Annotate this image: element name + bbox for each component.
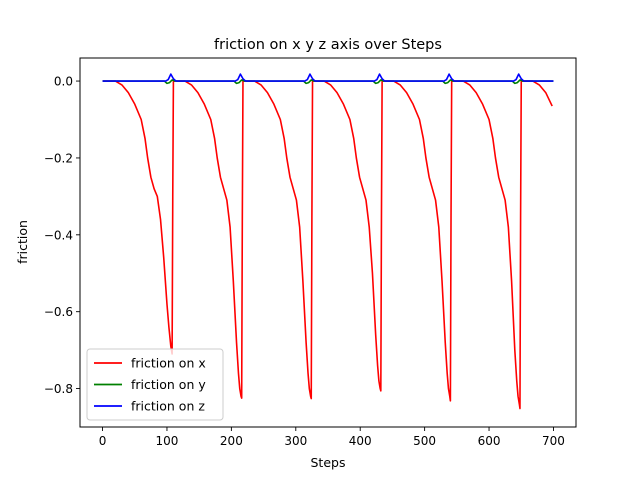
legend-label: friction on y <box>131 377 206 392</box>
series-line-3 <box>102 73 554 82</box>
x-tick-label: 400 <box>349 434 372 448</box>
series-layer <box>102 73 554 410</box>
series-line-1 <box>102 80 553 410</box>
x-tick-label: 700 <box>542 434 565 448</box>
x-axis-label: Steps <box>311 455 346 470</box>
chart-title: friction on x y z axis over Steps <box>214 37 442 53</box>
x-tick-label: 200 <box>220 434 243 448</box>
x-tick-label: 0 <box>99 434 107 448</box>
y-tick-label: −0.8 <box>44 382 73 396</box>
legend-box <box>86 348 224 421</box>
legend-label: friction on z <box>131 399 205 414</box>
y-tick-label: −0.6 <box>44 305 73 319</box>
y-tick-label: −0.4 <box>44 228 73 242</box>
x-tick-label: 600 <box>478 434 501 448</box>
x-tick-label: 500 <box>413 434 436 448</box>
legend-label: friction on x <box>131 356 206 371</box>
x-tick-label: 100 <box>156 434 179 448</box>
legend: friction on x friction on y friction on z <box>86 348 224 421</box>
y-tick-label: 0.0 <box>54 75 73 89</box>
y-tick-label: −0.2 <box>44 151 73 165</box>
x-axis: 0 100 200 300 400 500 600 700 <box>99 427 565 448</box>
x-tick-label: 300 <box>284 434 307 448</box>
y-axis: 0.0 −0.2 −0.4 −0.6 −0.8 <box>44 75 80 396</box>
plot-area-frame <box>79 57 577 428</box>
y-axis-label: friction <box>15 220 30 264</box>
